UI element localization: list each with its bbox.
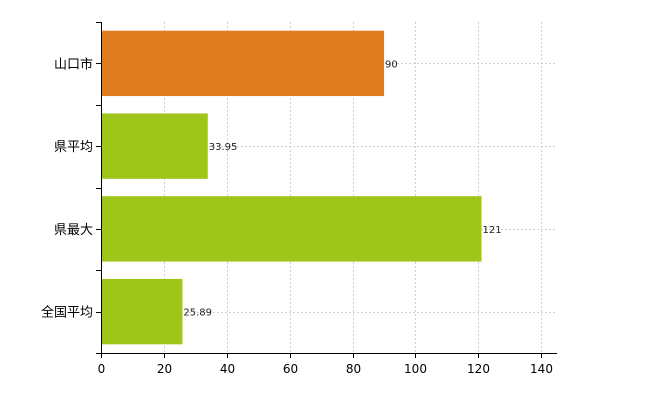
x-tick-label: 60 — [283, 362, 298, 376]
x-tick-label: 120 — [467, 362, 490, 376]
bar — [101, 196, 482, 262]
bar — [101, 30, 385, 97]
data-label: 25.89 — [183, 308, 212, 319]
category-label: 山口市 — [54, 56, 93, 72]
category-label: 県平均 — [54, 140, 93, 155]
x-tick-label: 20 — [157, 362, 172, 376]
bar — [101, 278, 183, 345]
x-tick-label: 100 — [404, 362, 427, 376]
data-label: 90 — [385, 59, 398, 70]
axes — [101, 22, 557, 354]
labels: 0 20 40 60 80 100 120 140 山口市 90 県平均 33.95 県最大 121 全国平… — [41, 22, 553, 376]
category-label: 県最大 — [54, 223, 93, 238]
data-label: 33.95 — [209, 142, 238, 153]
x-tick-label: 0 — [98, 362, 106, 376]
x-tick-label: 80 — [346, 362, 361, 376]
category-label: 全国平均 — [41, 305, 93, 321]
data-label: 121 — [483, 225, 502, 236]
x-tick-label: 40 — [220, 362, 235, 376]
bars — [101, 30, 482, 345]
bar — [101, 113, 208, 179]
x-tick-label: 140 — [530, 362, 553, 376]
